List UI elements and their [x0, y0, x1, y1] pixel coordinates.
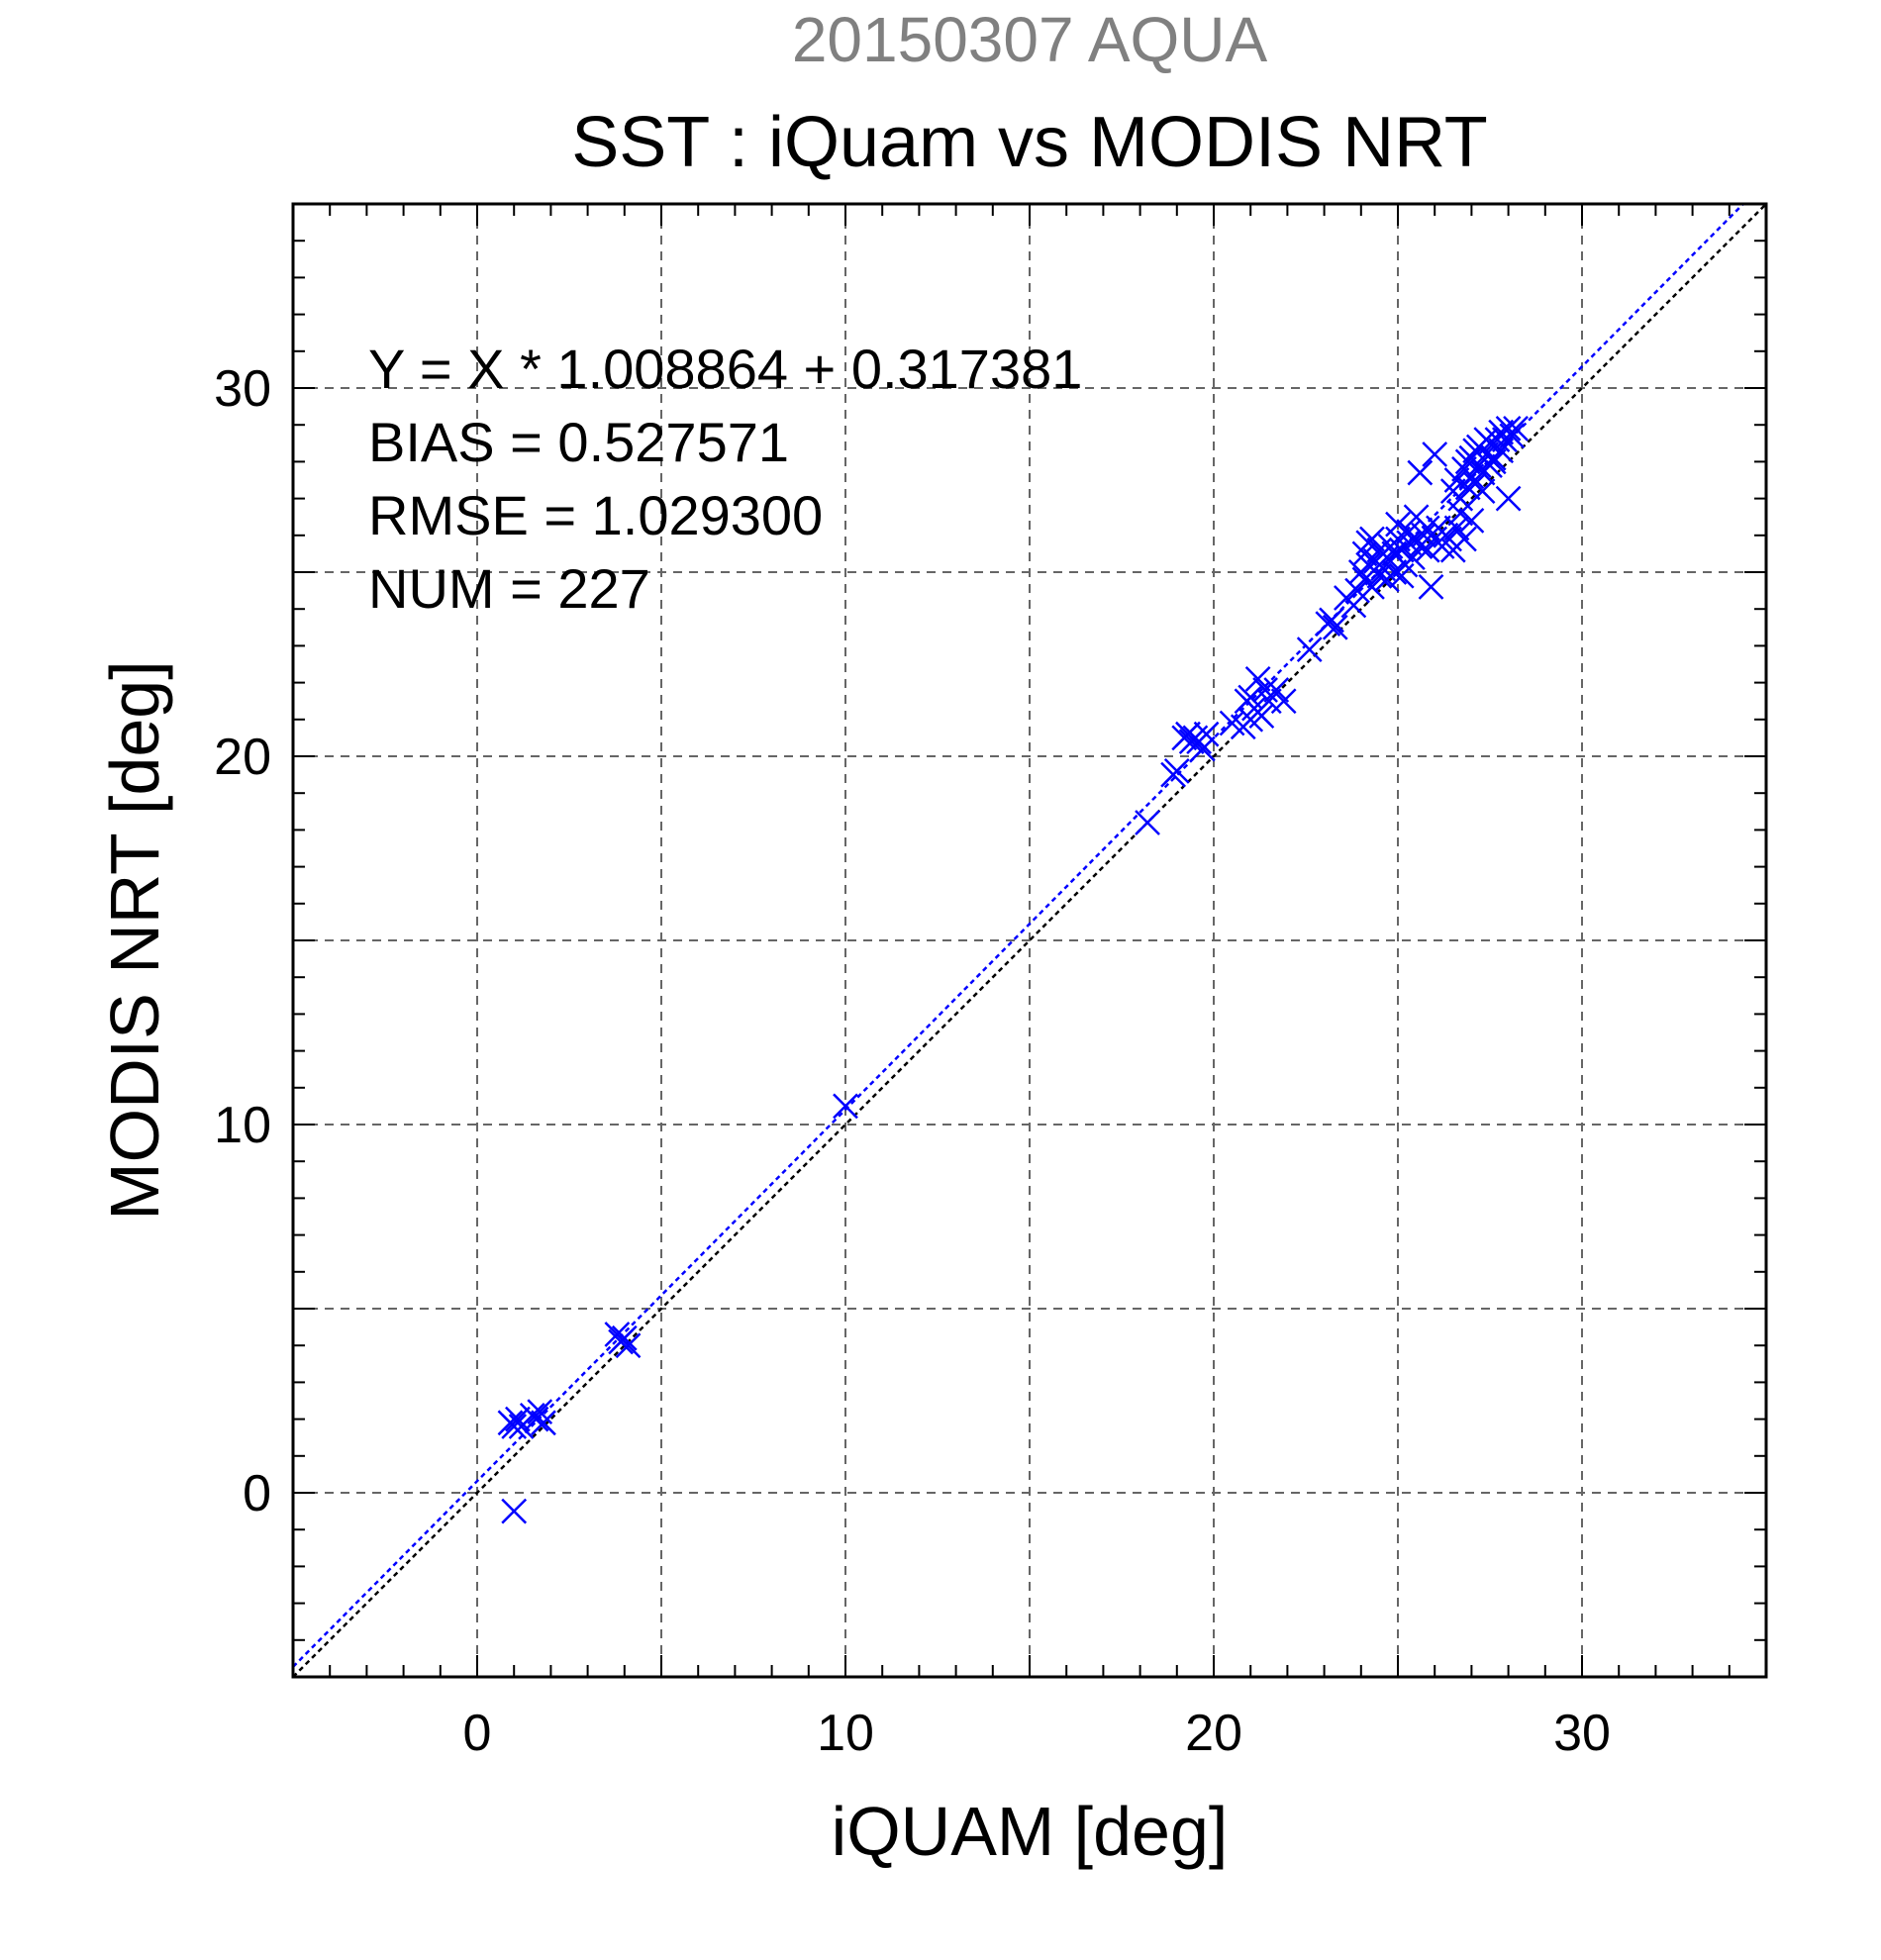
- data-point: [1322, 614, 1348, 640]
- data-point: [1238, 684, 1264, 711]
- regression-line: [292, 203, 1744, 1668]
- data-point: [1366, 562, 1393, 589]
- data-point: [501, 1414, 528, 1439]
- data-point: [1263, 677, 1290, 703]
- data-point: [615, 1332, 642, 1359]
- x-tick-label: 0: [463, 1705, 492, 1762]
- data-point: [1244, 665, 1271, 692]
- y-tick-label: 10: [214, 1097, 271, 1154]
- data-point: [1186, 729, 1213, 755]
- data-point: [1443, 515, 1470, 541]
- axis-ticks: [293, 204, 1766, 1677]
- data-point: [1359, 573, 1385, 600]
- data-point: [1163, 757, 1190, 784]
- data-point: [1407, 459, 1434, 486]
- stats-rmse: RMSE = 1.029300: [368, 484, 823, 546]
- data-point: [531, 1410, 556, 1436]
- data-point: [833, 1093, 858, 1120]
- stats-fit-line: Y = X * 1.008864 + 0.317381: [368, 338, 1082, 400]
- data-point: [1454, 448, 1481, 475]
- plot-frame: [291, 202, 1768, 1679]
- data-point: [1385, 511, 1411, 538]
- data-point: [501, 1498, 528, 1524]
- chart-title: SST : iQuam vs MODIS NRT: [571, 103, 1488, 182]
- x-tick-label: 20: [1185, 1705, 1242, 1762]
- data-point: [1503, 416, 1529, 441]
- data-point: [1359, 526, 1385, 552]
- data-point: [1344, 577, 1370, 604]
- data-point: [1418, 573, 1444, 600]
- data-point: [1480, 448, 1507, 475]
- stats-num: NUM = 227: [368, 557, 650, 620]
- data-point: [1422, 441, 1448, 467]
- x-axis-label: iQUAM [deg]: [832, 1793, 1229, 1870]
- data-point: [1458, 508, 1485, 534]
- tick-labels: 0 10 20 30 0 10 20 30: [214, 360, 1611, 1762]
- data-point: [1270, 688, 1297, 715]
- data-point: [523, 1406, 549, 1432]
- data-point: [1447, 500, 1474, 527]
- data-point: [1244, 699, 1271, 726]
- y-axis-label: MODIS NRT [deg]: [96, 660, 173, 1220]
- x-tick-label: 30: [1553, 1705, 1611, 1762]
- data-point: [1414, 537, 1440, 563]
- y-tick-label: 20: [214, 729, 271, 786]
- data-point: [1495, 416, 1522, 441]
- data-point: [1189, 735, 1216, 762]
- data-point: [505, 1406, 531, 1432]
- data-point: [1495, 485, 1522, 512]
- data-point: [1296, 637, 1323, 663]
- data-points: [497, 416, 1529, 1524]
- data-point: [1499, 423, 1526, 449]
- y-tick-label: 0: [243, 1465, 271, 1522]
- data-point: [1451, 526, 1477, 552]
- stats-box: Y = X * 1.008864 + 0.317381 BIAS = 0.527…: [368, 338, 1082, 620]
- data-point: [1319, 607, 1344, 634]
- data-point: [611, 1324, 638, 1351]
- y-tick-label: 30: [214, 360, 271, 418]
- chart-suptitle: 20150307 AQUA: [792, 4, 1268, 75]
- data-point: [1469, 478, 1496, 505]
- stats-bias: BIAS = 0.527571: [368, 411, 789, 473]
- data-point: [1135, 810, 1160, 835]
- grid-lines: [293, 204, 1766, 1677]
- fit-lines: [292, 203, 1767, 1678]
- data-point: [1381, 559, 1408, 585]
- data-point: [1414, 515, 1440, 541]
- data-point: [1462, 438, 1489, 464]
- x-tick-label: 10: [817, 1705, 874, 1762]
